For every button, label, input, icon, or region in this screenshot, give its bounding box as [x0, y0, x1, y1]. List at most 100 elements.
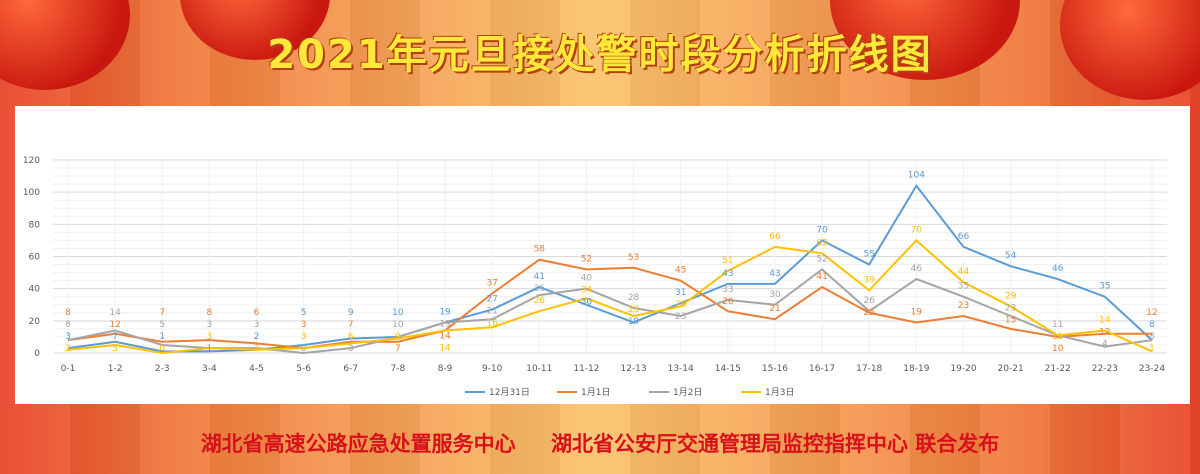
data-label: 45 [675, 266, 686, 276]
data-label: 19 [911, 307, 923, 317]
data-label: 9 [348, 308, 354, 318]
data-label: 54 [1005, 251, 1017, 261]
data-label: 23 [958, 301, 969, 311]
data-label: 46 [911, 264, 923, 274]
x-tick-label: 18-19 [903, 364, 929, 374]
data-label: 12 [1146, 308, 1157, 318]
x-tick-label: 4-5 [249, 364, 264, 374]
data-label: 27 [486, 295, 497, 305]
data-label: 104 [908, 171, 925, 181]
data-label: 1 [207, 344, 213, 354]
data-label: 29 [1005, 291, 1017, 301]
y-tick-label: 0 [34, 349, 40, 359]
data-label: 23 [675, 312, 686, 322]
data-label: 10 [1052, 344, 1064, 354]
y-tick-label: 40 [29, 285, 41, 295]
x-tick-label: 0-1 [61, 364, 76, 374]
data-label: 3 [207, 332, 213, 342]
x-tick-label: 23-24 [1139, 364, 1165, 374]
data-label: 3 [301, 332, 307, 342]
x-tick-label: 19-20 [950, 364, 976, 374]
data-label: 0 [159, 344, 165, 354]
data-label: 3 [301, 320, 307, 330]
data-label: 8 [207, 308, 213, 318]
data-label: 3 [65, 332, 71, 342]
data-label: 10 [392, 320, 404, 330]
data-label: 8 [65, 320, 71, 330]
legend-label: 1月1日 [581, 387, 610, 398]
data-label: 12 [1099, 327, 1110, 337]
data-label: 40 [581, 274, 593, 284]
data-label: 35 [1099, 282, 1110, 292]
data-label: 51 [722, 256, 733, 266]
legend-label: 1月3日 [765, 387, 794, 398]
footer: 湖北省高速公路应急处置服务中心 湖北省公安厅交通管理局监控指挥中心 联合发布 [0, 428, 1200, 458]
footer-org2: 湖北省公安厅交通管理局监控指挥中心 联合发布 [551, 432, 1000, 456]
x-tick-label: 1-2 [108, 364, 123, 374]
x-tick-label: 7-8 [391, 364, 406, 374]
data-label: 31 [675, 288, 686, 298]
data-label: 39 [863, 275, 875, 285]
data-label: 5 [112, 344, 118, 354]
data-label: 21 [486, 307, 497, 317]
data-label: 35 [958, 282, 969, 292]
data-label: 5 [159, 320, 165, 330]
data-label: 53 [628, 253, 639, 263]
legend-label: 12月31日 [489, 387, 530, 398]
data-label: 3 [348, 344, 354, 354]
data-label: 7 [159, 308, 165, 318]
data-label: 2 [254, 344, 260, 354]
data-label: 37 [486, 278, 497, 288]
data-label: 41 [816, 272, 827, 282]
data-label: 14 [1099, 315, 1111, 325]
data-label: 8 [1149, 320, 1155, 330]
x-tick-label: 12-13 [620, 364, 646, 374]
data-label: 25 [863, 308, 874, 318]
series-line-3 [67, 239, 1153, 355]
data-label: 46 [1052, 264, 1064, 274]
data-label: 6 [254, 308, 260, 318]
data-label: 3 [207, 320, 213, 330]
x-tick-label: 8-9 [438, 364, 453, 374]
data-label: 1 [159, 332, 165, 342]
data-label: 23 [628, 305, 639, 315]
x-tick-label: 21-22 [1045, 364, 1071, 374]
y-tick-label: 60 [29, 253, 41, 263]
data-label: 14 [439, 331, 451, 341]
data-label: 5 [301, 308, 307, 318]
data-label: 26 [863, 296, 875, 306]
x-tick-label: 6-7 [343, 364, 358, 374]
data-label: 28 [628, 293, 640, 303]
data-label: 43 [769, 269, 780, 279]
data-label: 23 [1005, 303, 1016, 313]
data-label: 1 [1149, 344, 1155, 354]
data-label: 26 [722, 297, 734, 307]
data-label: 30 [581, 298, 593, 308]
data-label: 6 [348, 332, 354, 342]
data-label: 66 [769, 232, 781, 242]
data-label: 21 [769, 304, 780, 314]
data-label: 12 [109, 320, 120, 330]
data-label: 43 [722, 269, 733, 279]
data-label: 0 [301, 344, 307, 354]
data-label: 52 [581, 254, 592, 264]
data-label: 8 [65, 308, 71, 318]
data-label: 4 [1102, 339, 1108, 349]
x-tick-label: 16-17 [809, 364, 835, 374]
data-label: 34 [581, 286, 593, 296]
data-label: 16 [486, 319, 498, 329]
data-label: 36 [534, 284, 546, 294]
data-label: 44 [958, 267, 970, 277]
data-label: 19 [439, 307, 451, 317]
data-label: 30 [769, 290, 781, 300]
data-label: 19 [439, 319, 451, 329]
legend-label: 1月2日 [673, 387, 702, 398]
series-line-2 [67, 268, 1153, 355]
data-label: 11 [1052, 332, 1063, 342]
y-tick-label: 20 [29, 317, 41, 327]
x-tick-label: 17-18 [856, 364, 882, 374]
x-tick-label: 11-12 [573, 364, 599, 374]
x-tick-label: 22-23 [1092, 364, 1118, 374]
data-label: 29 [675, 300, 687, 310]
